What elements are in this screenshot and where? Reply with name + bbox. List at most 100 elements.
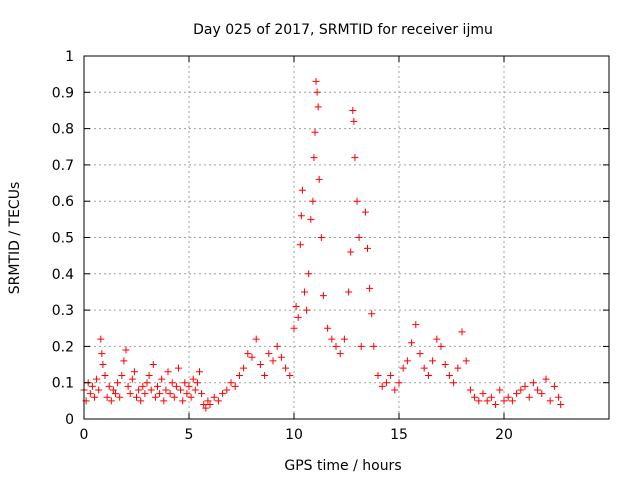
data-point-marker (147, 386, 155, 394)
data-point-marker (265, 350, 273, 358)
data-point-marker (204, 397, 212, 405)
data-point-marker (555, 393, 563, 401)
data-point-marker (175, 364, 182, 372)
data-point-marker (109, 386, 117, 394)
data-point-marker (492, 400, 500, 408)
axis-ticks: 0 5 10 15 20 0 0.1 0.2 0.3 0.4 0.5 0.6 0.7 0.8 0.9 1 (52, 49, 609, 443)
data-point-marker (437, 342, 445, 350)
x-axis-title: GPS time / hours (284, 458, 401, 474)
data-point-marker (91, 393, 98, 401)
data-point-marker (200, 400, 208, 408)
data-point-marker (368, 310, 376, 318)
data-point-marker (168, 379, 176, 387)
data-point-marker (395, 379, 403, 387)
data-point-marker (164, 368, 172, 376)
data-point-marker (319, 292, 327, 300)
data-point-marker (105, 382, 113, 390)
data-point-marker (98, 350, 106, 358)
y-tick-label: 0.3 (52, 303, 74, 319)
data-point-marker (231, 382, 239, 390)
data-point-marker (441, 361, 449, 369)
data-point-marker (500, 397, 508, 405)
data-point-marker (130, 368, 138, 376)
data-point-marker (361, 208, 369, 216)
data-point-marker (101, 371, 109, 379)
data-point-marker (151, 393, 159, 401)
data-point-marker (350, 117, 358, 125)
data-point-marker (99, 361, 107, 369)
data-point-marker (114, 379, 122, 387)
data-point-marker (466, 386, 474, 394)
data-point-marker (496, 386, 504, 394)
data-point-marker (149, 361, 157, 369)
data-point-marker (310, 154, 318, 162)
data-point-marker (525, 393, 533, 401)
data-point-marker (307, 215, 315, 223)
data-point-marker (103, 393, 111, 401)
data-point-marker (139, 382, 147, 390)
data-point-marker (133, 393, 140, 401)
y-tick-label: 0.6 (52, 194, 74, 210)
y-tick-label: 0.8 (52, 122, 74, 138)
y-tick-label: 0.1 (52, 376, 74, 392)
data-point-marker (145, 371, 153, 379)
data-point-marker (122, 346, 130, 354)
data-point-marker (223, 386, 231, 394)
data-point-marker (312, 77, 320, 85)
data-point-marker (240, 364, 248, 372)
data-point-marker (546, 397, 554, 405)
data-point-marker (508, 397, 516, 405)
data-point-marker (135, 386, 143, 394)
data-point-marker (210, 393, 218, 401)
x-tick-label: 0 (80, 427, 89, 443)
data-point-marker (324, 324, 332, 332)
data-point-marker (315, 175, 323, 183)
data-point-marker (416, 350, 424, 358)
data-points (80, 77, 565, 412)
data-point-marker (120, 357, 128, 365)
data-point-marker (538, 390, 546, 398)
data-point-marker (370, 342, 378, 350)
data-point-marker (303, 306, 311, 314)
data-point-marker (227, 379, 235, 387)
y-tick-label: 0.7 (52, 158, 74, 174)
data-point-marker (445, 371, 453, 379)
data-point-marker (429, 357, 437, 365)
data-point-marker (277, 353, 285, 361)
data-point-marker (170, 393, 178, 401)
y-tick-label: 0.5 (52, 231, 74, 247)
data-point-marker (353, 197, 361, 205)
data-point-marker (454, 364, 462, 372)
data-point-marker (483, 397, 491, 405)
data-point-marker (374, 371, 382, 379)
data-point-marker (158, 375, 166, 383)
data-point-marker (269, 357, 277, 365)
data-point-marker (382, 379, 390, 387)
data-point-marker (297, 212, 305, 220)
data-point-marker (357, 342, 365, 350)
data-point-marker (95, 386, 103, 394)
data-point-marker (340, 335, 348, 343)
data-point-marker (124, 382, 132, 390)
chart-title: Day 025 of 2017, SRMTID for receiver ijm… (193, 22, 493, 38)
data-point-marker (521, 382, 529, 390)
data-point-marker (450, 379, 458, 387)
data-point-marker (116, 393, 124, 401)
data-point-marker (172, 382, 180, 390)
data-point-marker (97, 335, 105, 343)
data-point-marker (298, 186, 306, 194)
data-point-marker (475, 397, 483, 405)
data-point-marker (290, 324, 298, 332)
data-point-marker (317, 234, 325, 241)
y-tick-label: 1 (65, 49, 74, 65)
data-point-marker (349, 106, 357, 114)
x-tick-label: 5 (185, 427, 194, 443)
data-point-marker (206, 400, 214, 408)
data-point-marker (126, 390, 134, 398)
y-axis-title: SRMTID / TECUs (7, 182, 23, 295)
data-point-marker (183, 390, 191, 398)
data-point-marker (252, 335, 260, 343)
data-point-marker (202, 404, 210, 412)
data-point-marker (154, 382, 161, 390)
